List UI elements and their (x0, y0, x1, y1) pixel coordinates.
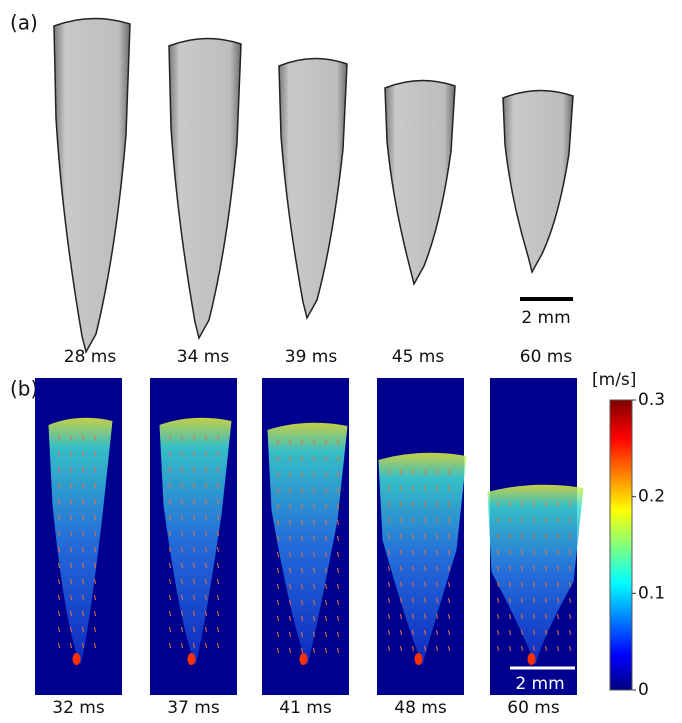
tip-jet (528, 653, 536, 665)
panel-label: (a) (10, 11, 38, 35)
colorbar-tick-label: 0.2 (638, 487, 665, 507)
colorbar-tick-label: 0.3 (638, 390, 665, 410)
tip-jet (415, 653, 423, 665)
droplet (385, 80, 455, 284)
colorbar-tick-label: 0 (638, 680, 649, 700)
tip-jet (300, 653, 308, 665)
scale-bar-label: 2 mm (515, 674, 564, 694)
droplet (279, 58, 347, 318)
frame-time: 32 ms (52, 698, 105, 718)
frame-time: 48 ms (394, 698, 447, 718)
frame-time: 60 ms (507, 698, 560, 718)
colorbar (610, 400, 632, 690)
tip-jet (188, 653, 196, 665)
frame-time: 39 ms (285, 347, 338, 367)
droplet (169, 38, 241, 338)
droplet (503, 90, 573, 272)
frame-time: 37 ms (167, 698, 220, 718)
scale-bar-label: 2 mm (521, 308, 570, 328)
droplet (54, 18, 130, 352)
colorbar-label: [m/s] (592, 370, 636, 390)
frame-time: 41 ms (279, 698, 332, 718)
panel-label: (b) (10, 377, 38, 401)
figure: (a) (b) 2 mm [m/s] 28 ms 34 ms 39 ms 45 ms 6… (0, 0, 682, 719)
colorbar-tick-label: 0.1 (638, 583, 665, 603)
frame-time: 60 ms (520, 347, 573, 367)
frame-time: 28 ms (64, 347, 117, 367)
frame-time: 34 ms (177, 347, 230, 367)
tip-jet (73, 653, 81, 665)
frame-time: 45 ms (392, 347, 445, 367)
